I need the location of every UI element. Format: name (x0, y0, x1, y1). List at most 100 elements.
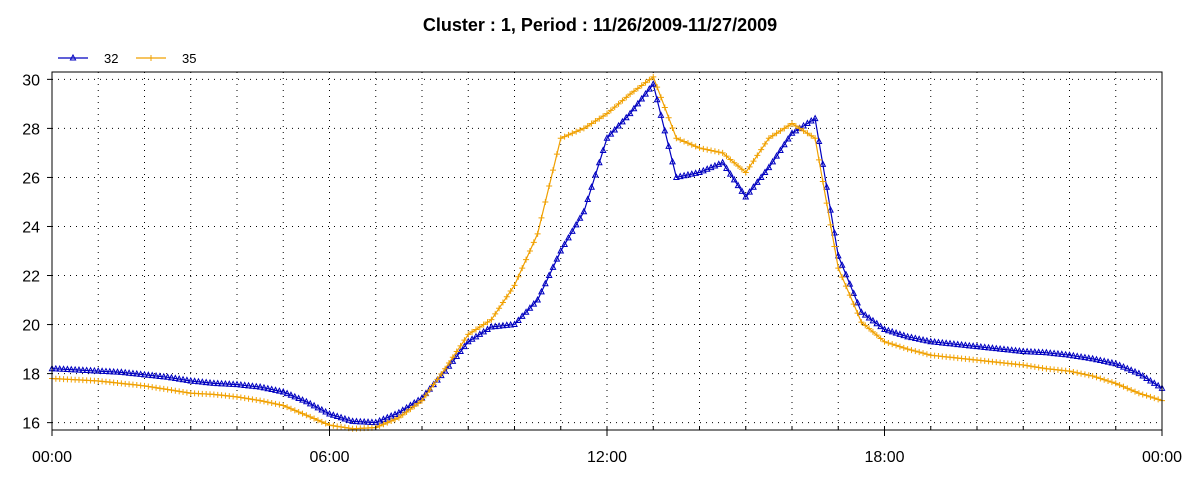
marker (684, 140, 691, 147)
marker (523, 256, 530, 263)
marker (156, 372, 164, 379)
marker (465, 331, 472, 338)
marker (688, 170, 696, 177)
marker (114, 368, 121, 375)
marker (472, 326, 479, 333)
marker (1120, 362, 1127, 370)
marker (302, 397, 310, 405)
marker (1143, 392, 1150, 399)
marker (1096, 356, 1104, 364)
marker (672, 173, 680, 180)
marker (94, 367, 102, 374)
marker (823, 200, 830, 207)
marker (977, 342, 985, 350)
marker (649, 80, 657, 87)
marker (985, 343, 992, 351)
marker (831, 243, 838, 250)
marker (168, 387, 175, 394)
marker (726, 170, 734, 177)
marker (172, 387, 179, 394)
marker (708, 147, 715, 154)
marker (1132, 388, 1139, 395)
marker (893, 342, 900, 349)
marker (284, 404, 291, 411)
marker (1031, 348, 1039, 355)
marker (338, 423, 345, 430)
marker (681, 138, 688, 145)
marker (646, 76, 653, 83)
marker (584, 195, 592, 203)
marker (507, 320, 515, 328)
marker (1074, 369, 1081, 376)
marker (1085, 354, 1093, 361)
marker (611, 125, 619, 133)
marker (234, 393, 240, 400)
marker (727, 156, 734, 163)
marker (595, 158, 603, 166)
marker (746, 163, 753, 170)
marker (1120, 383, 1127, 390)
marker (827, 206, 834, 213)
marker (210, 379, 218, 386)
marker (353, 417, 360, 425)
marker (415, 400, 422, 407)
marker (765, 163, 773, 171)
marker (87, 366, 94, 374)
marker (1024, 362, 1031, 369)
series-32 (48, 80, 1166, 426)
marker (657, 94, 664, 101)
y-tick-label: 28 (22, 121, 40, 138)
marker (164, 373, 172, 380)
marker (626, 109, 634, 117)
series-35 (49, 73, 1165, 432)
legend: 32 35 (58, 51, 196, 66)
marker (469, 328, 476, 335)
y-axis: 16 18 20 22 24 26 28 30 (22, 72, 52, 433)
marker (688, 141, 695, 148)
marker (781, 125, 788, 132)
marker (862, 322, 869, 329)
marker (503, 293, 510, 300)
marker (811, 114, 819, 122)
marker (322, 420, 329, 427)
marker (642, 89, 649, 97)
marker (287, 391, 295, 398)
marker (1151, 395, 1158, 402)
marker (148, 371, 156, 379)
marker (773, 152, 781, 159)
marker (553, 255, 561, 262)
marker (657, 111, 665, 118)
marker (248, 382, 256, 389)
marker (757, 173, 765, 180)
marker (839, 274, 846, 281)
marker (541, 279, 549, 287)
marker (692, 169, 700, 176)
marker (777, 127, 784, 134)
marker (368, 418, 376, 425)
marker (908, 347, 915, 354)
marker (946, 339, 954, 347)
marker (311, 415, 318, 422)
marker (276, 401, 283, 408)
marker (888, 327, 896, 335)
marker (538, 287, 545, 295)
y-tick-label: 22 (22, 269, 40, 286)
marker (56, 365, 64, 372)
marker (395, 414, 402, 421)
marker (253, 396, 260, 403)
marker (962, 341, 969, 348)
marker (900, 331, 908, 339)
marker (283, 389, 291, 397)
marker (634, 99, 642, 107)
marker (129, 369, 137, 377)
marker (719, 149, 726, 156)
marker (241, 395, 248, 402)
marker (337, 413, 345, 421)
marker (530, 300, 538, 307)
marker (800, 127, 807, 134)
marker (426, 386, 433, 393)
marker (407, 406, 414, 413)
marker (233, 380, 241, 388)
marker (615, 100, 622, 107)
marker (1105, 377, 1112, 384)
